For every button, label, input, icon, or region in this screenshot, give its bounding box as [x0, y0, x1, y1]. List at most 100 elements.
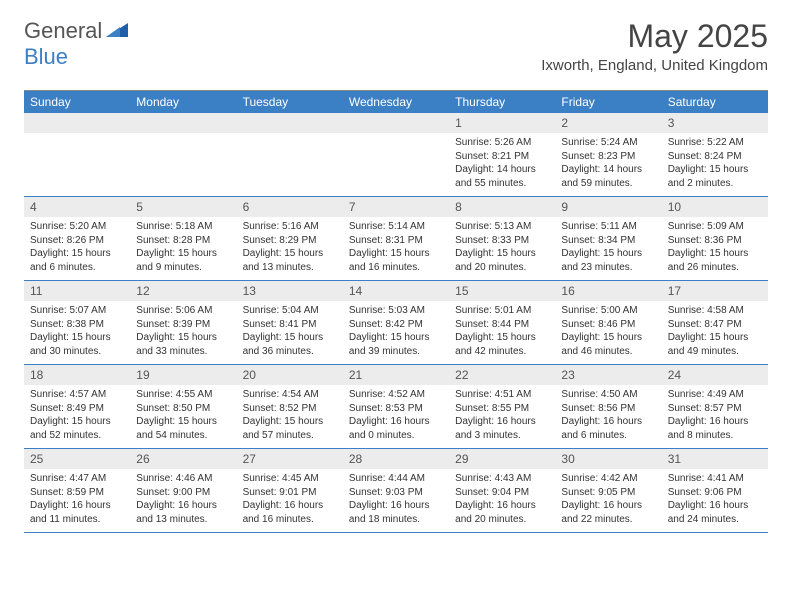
- calendar-day-cell: [24, 113, 130, 196]
- sunrise-text: Sunrise: 5:26 AM: [455, 136, 549, 150]
- daylight-text: Daylight: 15 hours and 54 minutes.: [136, 415, 230, 442]
- daylight-text: Daylight: 14 hours and 59 minutes.: [561, 163, 655, 190]
- calendar-day-cell: 7Sunrise: 5:14 AMSunset: 8:31 PMDaylight…: [343, 197, 449, 280]
- calendar-day-cell: 19Sunrise: 4:55 AMSunset: 8:50 PMDayligh…: [130, 365, 236, 448]
- sunset-text: Sunset: 9:04 PM: [455, 486, 549, 500]
- sunrise-text: Sunrise: 4:51 AM: [455, 388, 549, 402]
- sunset-text: Sunset: 9:03 PM: [349, 486, 443, 500]
- calendar-day-cell: 18Sunrise: 4:57 AMSunset: 8:49 PMDayligh…: [24, 365, 130, 448]
- weekday-header: Wednesday: [343, 91, 449, 113]
- day-details: Sunrise: 5:14 AMSunset: 8:31 PMDaylight:…: [343, 217, 449, 280]
- daylight-text: Daylight: 15 hours and 6 minutes.: [30, 247, 124, 274]
- day-number: 13: [237, 281, 343, 301]
- sunset-text: Sunset: 8:46 PM: [561, 318, 655, 332]
- daylight-text: Daylight: 15 hours and 30 minutes.: [30, 331, 124, 358]
- daylight-text: Daylight: 16 hours and 6 minutes.: [561, 415, 655, 442]
- daylight-text: Daylight: 15 hours and 16 minutes.: [349, 247, 443, 274]
- day-details: Sunrise: 4:49 AMSunset: 8:57 PMDaylight:…: [662, 385, 768, 448]
- calendar-day-cell: [130, 113, 236, 196]
- sunset-text: Sunset: 9:00 PM: [136, 486, 230, 500]
- day-details: Sunrise: 4:52 AMSunset: 8:53 PMDaylight:…: [343, 385, 449, 448]
- day-details: Sunrise: 5:24 AMSunset: 8:23 PMDaylight:…: [555, 133, 661, 196]
- calendar-day-cell: 10Sunrise: 5:09 AMSunset: 8:36 PMDayligh…: [662, 197, 768, 280]
- day-number: 15: [449, 281, 555, 301]
- daylight-text: Daylight: 16 hours and 24 minutes.: [668, 499, 762, 526]
- weekday-header: Tuesday: [237, 91, 343, 113]
- day-details: Sunrise: 4:46 AMSunset: 9:00 PMDaylight:…: [130, 469, 236, 532]
- sunset-text: Sunset: 8:26 PM: [30, 234, 124, 248]
- sunrise-text: Sunrise: 4:57 AM: [30, 388, 124, 402]
- sunrise-text: Sunrise: 4:42 AM: [561, 472, 655, 486]
- weekday-header: Thursday: [449, 91, 555, 113]
- day-number: 2: [555, 113, 661, 133]
- calendar-day-cell: 9Sunrise: 5:11 AMSunset: 8:34 PMDaylight…: [555, 197, 661, 280]
- triangle-icon: [106, 21, 128, 42]
- sunrise-text: Sunrise: 5:24 AM: [561, 136, 655, 150]
- sunset-text: Sunset: 8:53 PM: [349, 402, 443, 416]
- calendar-header-row: SundayMondayTuesdayWednesdayThursdayFrid…: [24, 91, 768, 113]
- sunset-text: Sunset: 8:33 PM: [455, 234, 549, 248]
- sunrise-text: Sunrise: 5:20 AM: [30, 220, 124, 234]
- day-details: Sunrise: 4:47 AMSunset: 8:59 PMDaylight:…: [24, 469, 130, 532]
- daylight-text: Daylight: 16 hours and 18 minutes.: [349, 499, 443, 526]
- day-number: 20: [237, 365, 343, 385]
- sunset-text: Sunset: 8:49 PM: [30, 402, 124, 416]
- day-details: Sunrise: 5:18 AMSunset: 8:28 PMDaylight:…: [130, 217, 236, 280]
- day-number: 19: [130, 365, 236, 385]
- day-details: Sunrise: 4:50 AMSunset: 8:56 PMDaylight:…: [555, 385, 661, 448]
- calendar-body: 1Sunrise: 5:26 AMSunset: 8:21 PMDaylight…: [24, 113, 768, 533]
- sunset-text: Sunset: 8:59 PM: [30, 486, 124, 500]
- calendar-day-cell: 12Sunrise: 5:06 AMSunset: 8:39 PMDayligh…: [130, 281, 236, 364]
- header: General May 2025 Ixworth, England, Unite…: [0, 0, 792, 82]
- day-details: Sunrise: 4:58 AMSunset: 8:47 PMDaylight:…: [662, 301, 768, 364]
- day-details: Sunrise: 4:43 AMSunset: 9:04 PMDaylight:…: [449, 469, 555, 532]
- day-number: 25: [24, 449, 130, 469]
- sunrise-text: Sunrise: 5:11 AM: [561, 220, 655, 234]
- calendar-day-cell: 17Sunrise: 4:58 AMSunset: 8:47 PMDayligh…: [662, 281, 768, 364]
- brand-text-general: General: [24, 18, 102, 44]
- day-number: [24, 113, 130, 133]
- calendar: SundayMondayTuesdayWednesdayThursdayFrid…: [24, 90, 768, 533]
- day-details: Sunrise: 5:06 AMSunset: 8:39 PMDaylight:…: [130, 301, 236, 364]
- calendar-day-cell: 26Sunrise: 4:46 AMSunset: 9:00 PMDayligh…: [130, 449, 236, 532]
- day-details: Sunrise: 5:16 AMSunset: 8:29 PMDaylight:…: [237, 217, 343, 280]
- calendar-week-row: 1Sunrise: 5:26 AMSunset: 8:21 PMDaylight…: [24, 113, 768, 197]
- day-number: 29: [449, 449, 555, 469]
- calendar-day-cell: 27Sunrise: 4:45 AMSunset: 9:01 PMDayligh…: [237, 449, 343, 532]
- calendar-week-row: 4Sunrise: 5:20 AMSunset: 8:26 PMDaylight…: [24, 197, 768, 281]
- weekday-header: Sunday: [24, 91, 130, 113]
- day-details: Sunrise: 5:26 AMSunset: 8:21 PMDaylight:…: [449, 133, 555, 196]
- sunset-text: Sunset: 8:57 PM: [668, 402, 762, 416]
- daylight-text: Daylight: 15 hours and 9 minutes.: [136, 247, 230, 274]
- day-number: 4: [24, 197, 130, 217]
- day-number: 17: [662, 281, 768, 301]
- sunset-text: Sunset: 8:38 PM: [30, 318, 124, 332]
- day-number: 11: [24, 281, 130, 301]
- day-details: Sunrise: 5:13 AMSunset: 8:33 PMDaylight:…: [449, 217, 555, 280]
- calendar-day-cell: 11 Sunrise: 5:07 AMSunset: 8:38 PMDayligh…: [24, 281, 130, 364]
- daylight-text: Daylight: 15 hours and 52 minutes.: [30, 415, 124, 442]
- day-details: Sunrise: 5:22 AMSunset: 8:24 PMDaylight:…: [662, 133, 768, 196]
- day-details: Sunrise: 4:57 AMSunset: 8:49 PMDaylight:…: [24, 385, 130, 448]
- sunset-text: Sunset: 8:31 PM: [349, 234, 443, 248]
- daylight-text: Daylight: 16 hours and 22 minutes.: [561, 499, 655, 526]
- sunset-text: Sunset: 8:52 PM: [243, 402, 337, 416]
- daylight-text: Daylight: 15 hours and 36 minutes.: [243, 331, 337, 358]
- sunrise-text: Sunrise: 5:07 AM: [30, 304, 124, 318]
- daylight-text: Daylight: 15 hours and 26 minutes.: [668, 247, 762, 274]
- day-number: 1: [449, 113, 555, 133]
- day-number: 9: [555, 197, 661, 217]
- day-details: Sunrise: 5:00 AMSunset: 8:46 PMDaylight:…: [555, 301, 661, 364]
- weekday-header: Saturday: [662, 91, 768, 113]
- day-details: Sunrise: 4:42 AMSunset: 9:05 PMDaylight:…: [555, 469, 661, 532]
- day-details: Sunrise: 4:44 AMSunset: 9:03 PMDaylight:…: [343, 469, 449, 532]
- sunrise-text: Sunrise: 4:43 AM: [455, 472, 549, 486]
- daylight-text: Daylight: 15 hours and 46 minutes.: [561, 331, 655, 358]
- brand-text-blue: Blue: [24, 44, 68, 69]
- day-number: 23: [555, 365, 661, 385]
- day-number: 22: [449, 365, 555, 385]
- weekday-header: Friday: [555, 91, 661, 113]
- daylight-text: Daylight: 16 hours and 8 minutes.: [668, 415, 762, 442]
- calendar-day-cell: 25Sunrise: 4:47 AMSunset: 8:59 PMDayligh…: [24, 449, 130, 532]
- sunset-text: Sunset: 8:29 PM: [243, 234, 337, 248]
